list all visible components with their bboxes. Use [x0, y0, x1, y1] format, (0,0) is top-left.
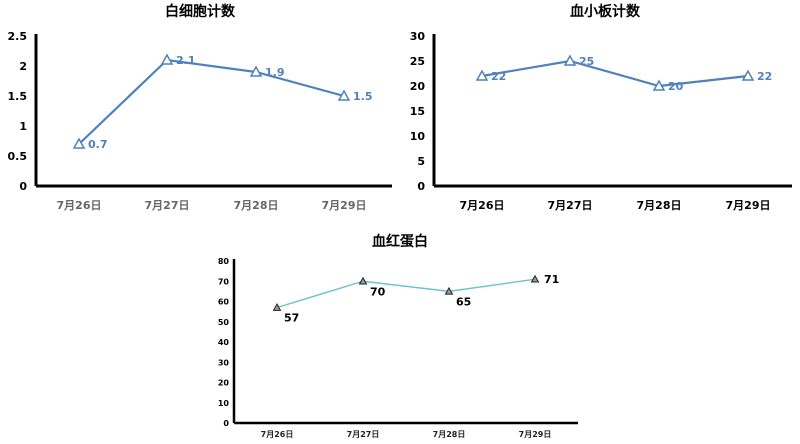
- data-label: 70: [370, 285, 386, 298]
- y-tick-label: 10: [410, 130, 426, 143]
- data-point-marker: [249, 65, 263, 77]
- chart-title: 血小板计数: [570, 3, 641, 20]
- y-tick-label: 80: [218, 257, 230, 266]
- data-point-marker: [475, 69, 489, 81]
- x-tick-label: 7月29日: [322, 199, 367, 212]
- x-tick-label: 7月27日: [145, 199, 190, 212]
- data-point-marker: [337, 89, 351, 101]
- chart-1: 白细胞计数 0 0.5 1 1.5 2 2.5 7月26日 7月27日 7月28日 7月29日 0.7…: [8, 3, 392, 212]
- x-tick-label: 7月28日: [234, 199, 279, 212]
- data-point-marker: [530, 274, 540, 283]
- chart-2: 血小板计数 0 5 10 15 20 25 30 7月26日 7月27日 7月28日 7月29日 22 2…: [410, 3, 792, 212]
- x-tick-label: 7月28日: [637, 199, 682, 212]
- data-point-marker: [72, 137, 86, 149]
- y-tick-label: 20: [218, 379, 230, 388]
- data-label: 2.1: [176, 54, 196, 67]
- x-tick-label: 7月26日: [261, 430, 294, 439]
- data-point-marker: [444, 286, 454, 295]
- y-tick-label: 25: [410, 55, 425, 68]
- y-tick-label: 2.5: [8, 30, 28, 43]
- data-label: 65: [456, 295, 471, 308]
- x-tick-label: 7月29日: [519, 430, 552, 439]
- chart-title: 血红蛋白: [372, 233, 428, 250]
- data-label: 22: [491, 70, 506, 83]
- y-tick-label: 30: [218, 358, 230, 367]
- data-label: 71: [544, 273, 559, 286]
- y-tick-label: 60: [218, 298, 230, 307]
- y-tick-label: 10: [218, 399, 230, 408]
- data-point-marker: [563, 54, 577, 66]
- data-point-marker: [652, 79, 666, 91]
- data-label: 25: [579, 55, 594, 68]
- y-tick-label: 30: [410, 30, 426, 43]
- data-label: 1.9: [265, 66, 285, 79]
- chart-title: 白细胞计数: [165, 3, 236, 20]
- series-line: [276, 278, 536, 309]
- series-line: [481, 59, 749, 88]
- y-tick-label: 0.5: [8, 150, 28, 163]
- x-tick-label: 7月27日: [548, 199, 593, 212]
- y-tick-label: 40: [218, 338, 230, 347]
- y-tick-label: 70: [218, 277, 230, 286]
- y-tick-label: 1.5: [8, 90, 28, 103]
- data-point-marker: [358, 276, 368, 285]
- x-tick-label: 7月26日: [57, 199, 102, 212]
- y-tick-label: 20: [410, 80, 426, 93]
- y-tick-label: 1: [19, 120, 27, 133]
- y-tick-label: 0: [223, 419, 229, 428]
- y-tick-label: 2: [19, 60, 27, 73]
- y-tick-label: 0: [417, 180, 425, 193]
- chart-3: 血红蛋白 0 10 20 30 40 50 60 70 80 7月26日 7月27日 7月28日 7月29…: [218, 233, 578, 439]
- y-tick-label: 15: [410, 105, 425, 118]
- data-label: 1.5: [353, 90, 373, 103]
- data-label: 20: [668, 80, 684, 93]
- x-tick-label: 7月26日: [460, 199, 505, 212]
- y-tick-label: 50: [218, 318, 230, 327]
- data-label: 57: [284, 312, 299, 325]
- y-tick-label: 5: [417, 155, 425, 168]
- data-point-marker: [741, 69, 755, 81]
- x-tick-label: 7月27日: [347, 430, 380, 439]
- x-tick-label: 7月28日: [433, 430, 466, 439]
- data-point-marker: [272, 303, 282, 311]
- x-tick-label: 7月29日: [726, 199, 771, 212]
- data-point-marker: [160, 53, 174, 65]
- y-tick-label: 0: [19, 180, 27, 193]
- data-label: 0.7: [88, 138, 108, 151]
- data-label: 22: [757, 70, 772, 83]
- series-line: [78, 58, 345, 145]
